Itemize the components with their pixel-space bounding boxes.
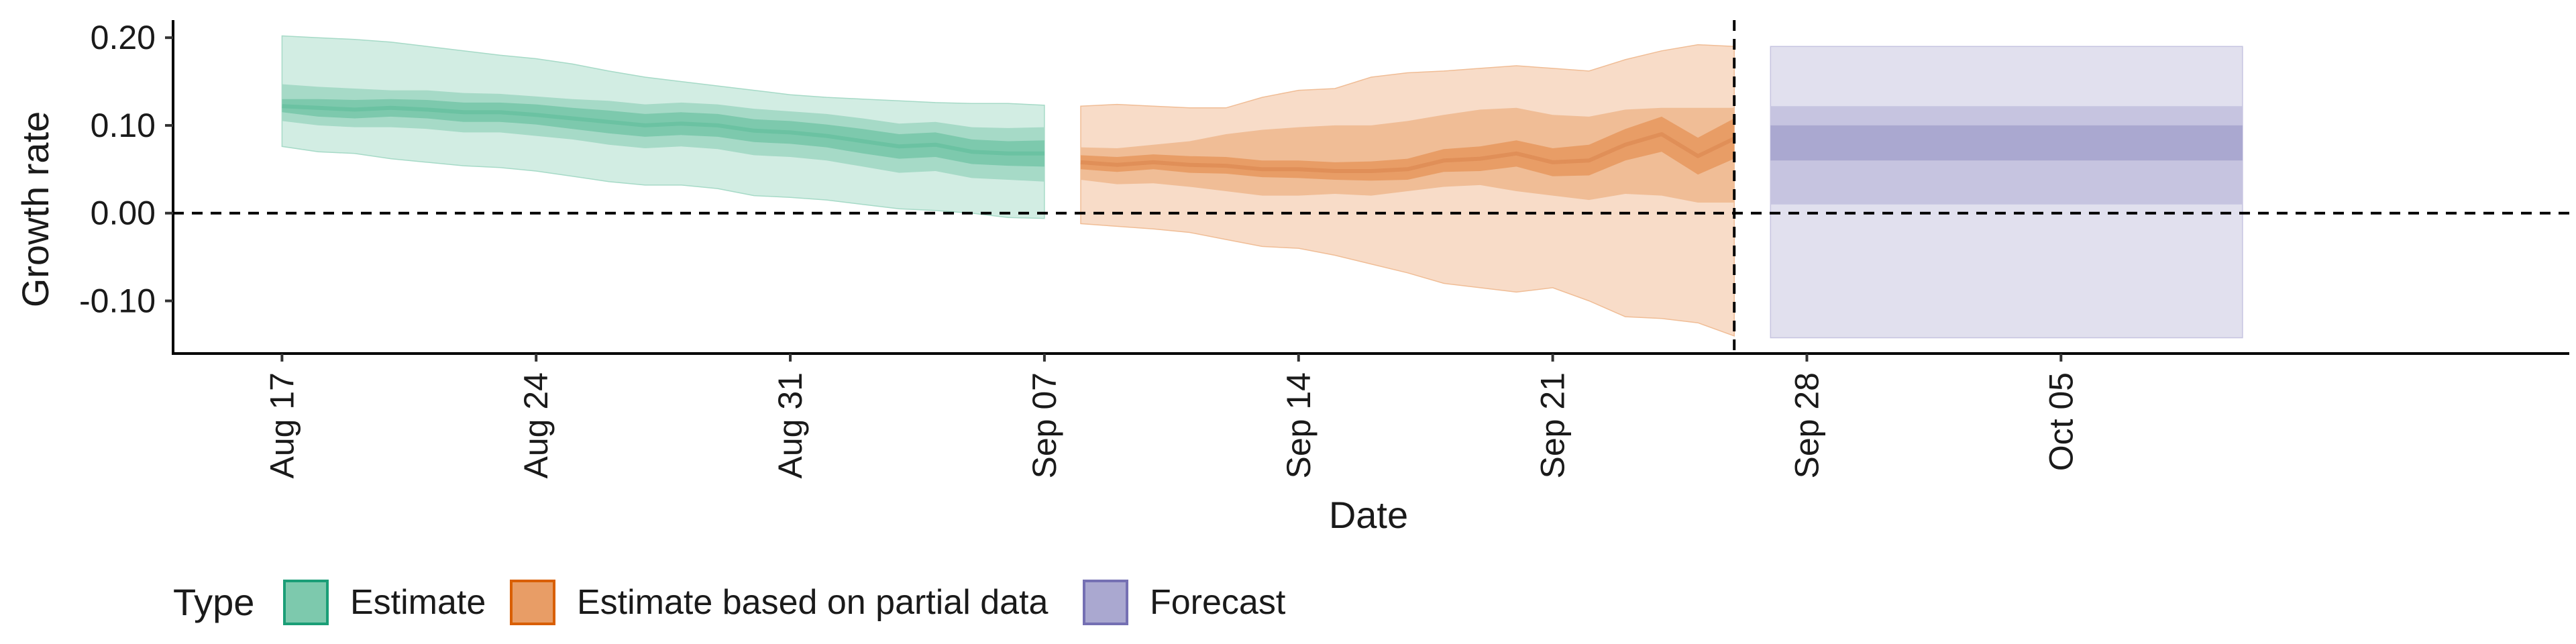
y-tick-label: 0.00: [91, 195, 156, 232]
y-tick-label: 0.10: [91, 107, 156, 144]
median-line-partial: [1080, 132, 1735, 173]
legend-label-estimate: Estimate: [350, 583, 486, 622]
x-axis-title: Date: [1329, 494, 1408, 536]
x-tick-label: Aug 17: [263, 372, 301, 478]
x-tick-label: Sep 07: [1026, 372, 1063, 478]
band-50-partial: [1081, 107, 1735, 203]
series-estimate: [281, 35, 1045, 219]
reference-lines: [173, 20, 2569, 354]
y-tick-label: -0.10: [79, 282, 156, 320]
x-tick-label: Sep 14: [1280, 372, 1318, 478]
series-bands: [281, 35, 2243, 339]
legend-label-partial: Estimate based on partial data: [577, 583, 1049, 622]
x-tick-label: Sep 28: [1788, 372, 1826, 478]
band-20-estimate: [282, 99, 1044, 167]
axes: -0.10 0.00 0.10 0.20 Aug 17 Aug 24 Aug 31 Sep 0…: [79, 19, 2569, 478]
x-tick-label: Aug 24: [517, 372, 555, 478]
legend-swatch-estimate: [283, 580, 329, 625]
legend-label-forecast: Forecast: [1150, 583, 1286, 622]
plot-area: -0.10 0.00 0.10 0.20 Aug 17 Aug 24 Aug 31 Sep 0…: [79, 19, 2569, 478]
median-line-estimate: [282, 104, 1044, 156]
band-20-forecast: [1770, 125, 2243, 161]
x-tick-label: Aug 31: [771, 372, 809, 478]
band-20-partial: [1081, 116, 1735, 181]
legend-title: Type: [173, 581, 254, 623]
legend-swatch-forecast: [1083, 580, 1128, 625]
legend-swatch-partial: [510, 580, 555, 625]
y-tick-label: 0.20: [91, 19, 156, 56]
legend: Type Estimate Estimate based on partial …: [173, 580, 1286, 625]
series-partial: [1080, 44, 1735, 337]
series-forecast: [1770, 46, 2243, 339]
x-tick-label: Oct 05: [2042, 372, 2080, 471]
x-tick-label: Sep 21: [1534, 372, 1572, 478]
y-axis-title: Growth rate: [14, 111, 56, 308]
